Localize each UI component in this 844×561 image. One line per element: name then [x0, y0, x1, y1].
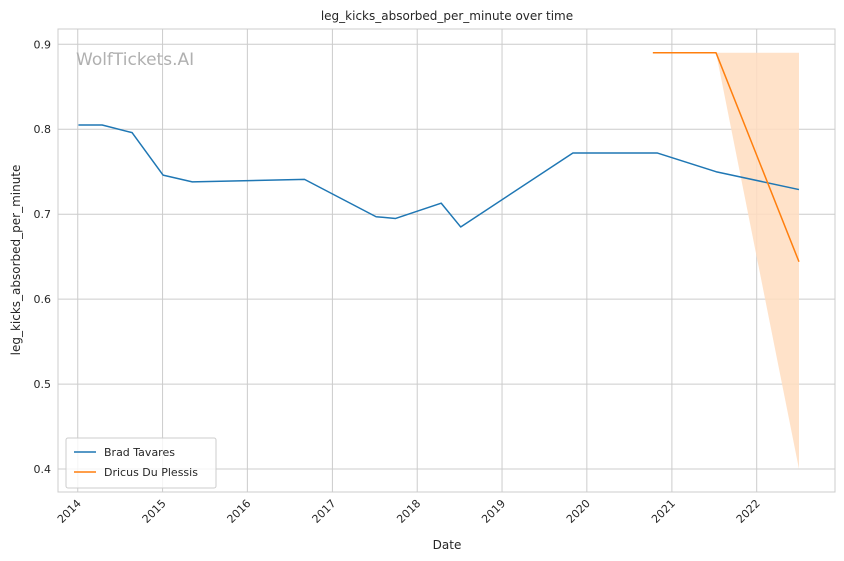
- y-tick-label: 0.4: [34, 463, 52, 476]
- legend-box: [65, 437, 217, 489]
- legend-label: Brad Tavares: [104, 446, 175, 459]
- y-tick-label: 0.5: [34, 378, 52, 391]
- plot-area: WolfTickets.AI: [57, 28, 836, 493]
- y-tick-label: 0.9: [34, 38, 52, 51]
- legend: Brad Tavares Dricus Du Plessis: [65, 437, 217, 489]
- series-lines: [78, 52, 800, 263]
- y-axis-ticks: 0.4 0.5 0.6 0.7 0.8 0.9: [34, 38, 52, 476]
- x-axis-label: Date: [433, 538, 462, 552]
- plot-frame: [57, 28, 836, 493]
- y-tick-label: 0.6: [34, 293, 52, 306]
- confidence-bands: [716, 52, 799, 470]
- watermark: WolfTickets.AI: [76, 50, 194, 70]
- series-line: [652, 52, 800, 263]
- y-tick-label: 0.8: [34, 123, 52, 136]
- grid-lines: [58, 29, 835, 492]
- y-axis-label: leg_kicks_absorbed_per_minute: [9, 165, 23, 356]
- legend-label: Dricus Du Plessis: [104, 466, 198, 479]
- confidence-band: [716, 52, 799, 470]
- y-tick-label: 0.7: [34, 208, 52, 221]
- chart-title: leg_kicks_absorbed_per_minute over time: [321, 9, 573, 23]
- series-line: [78, 124, 800, 228]
